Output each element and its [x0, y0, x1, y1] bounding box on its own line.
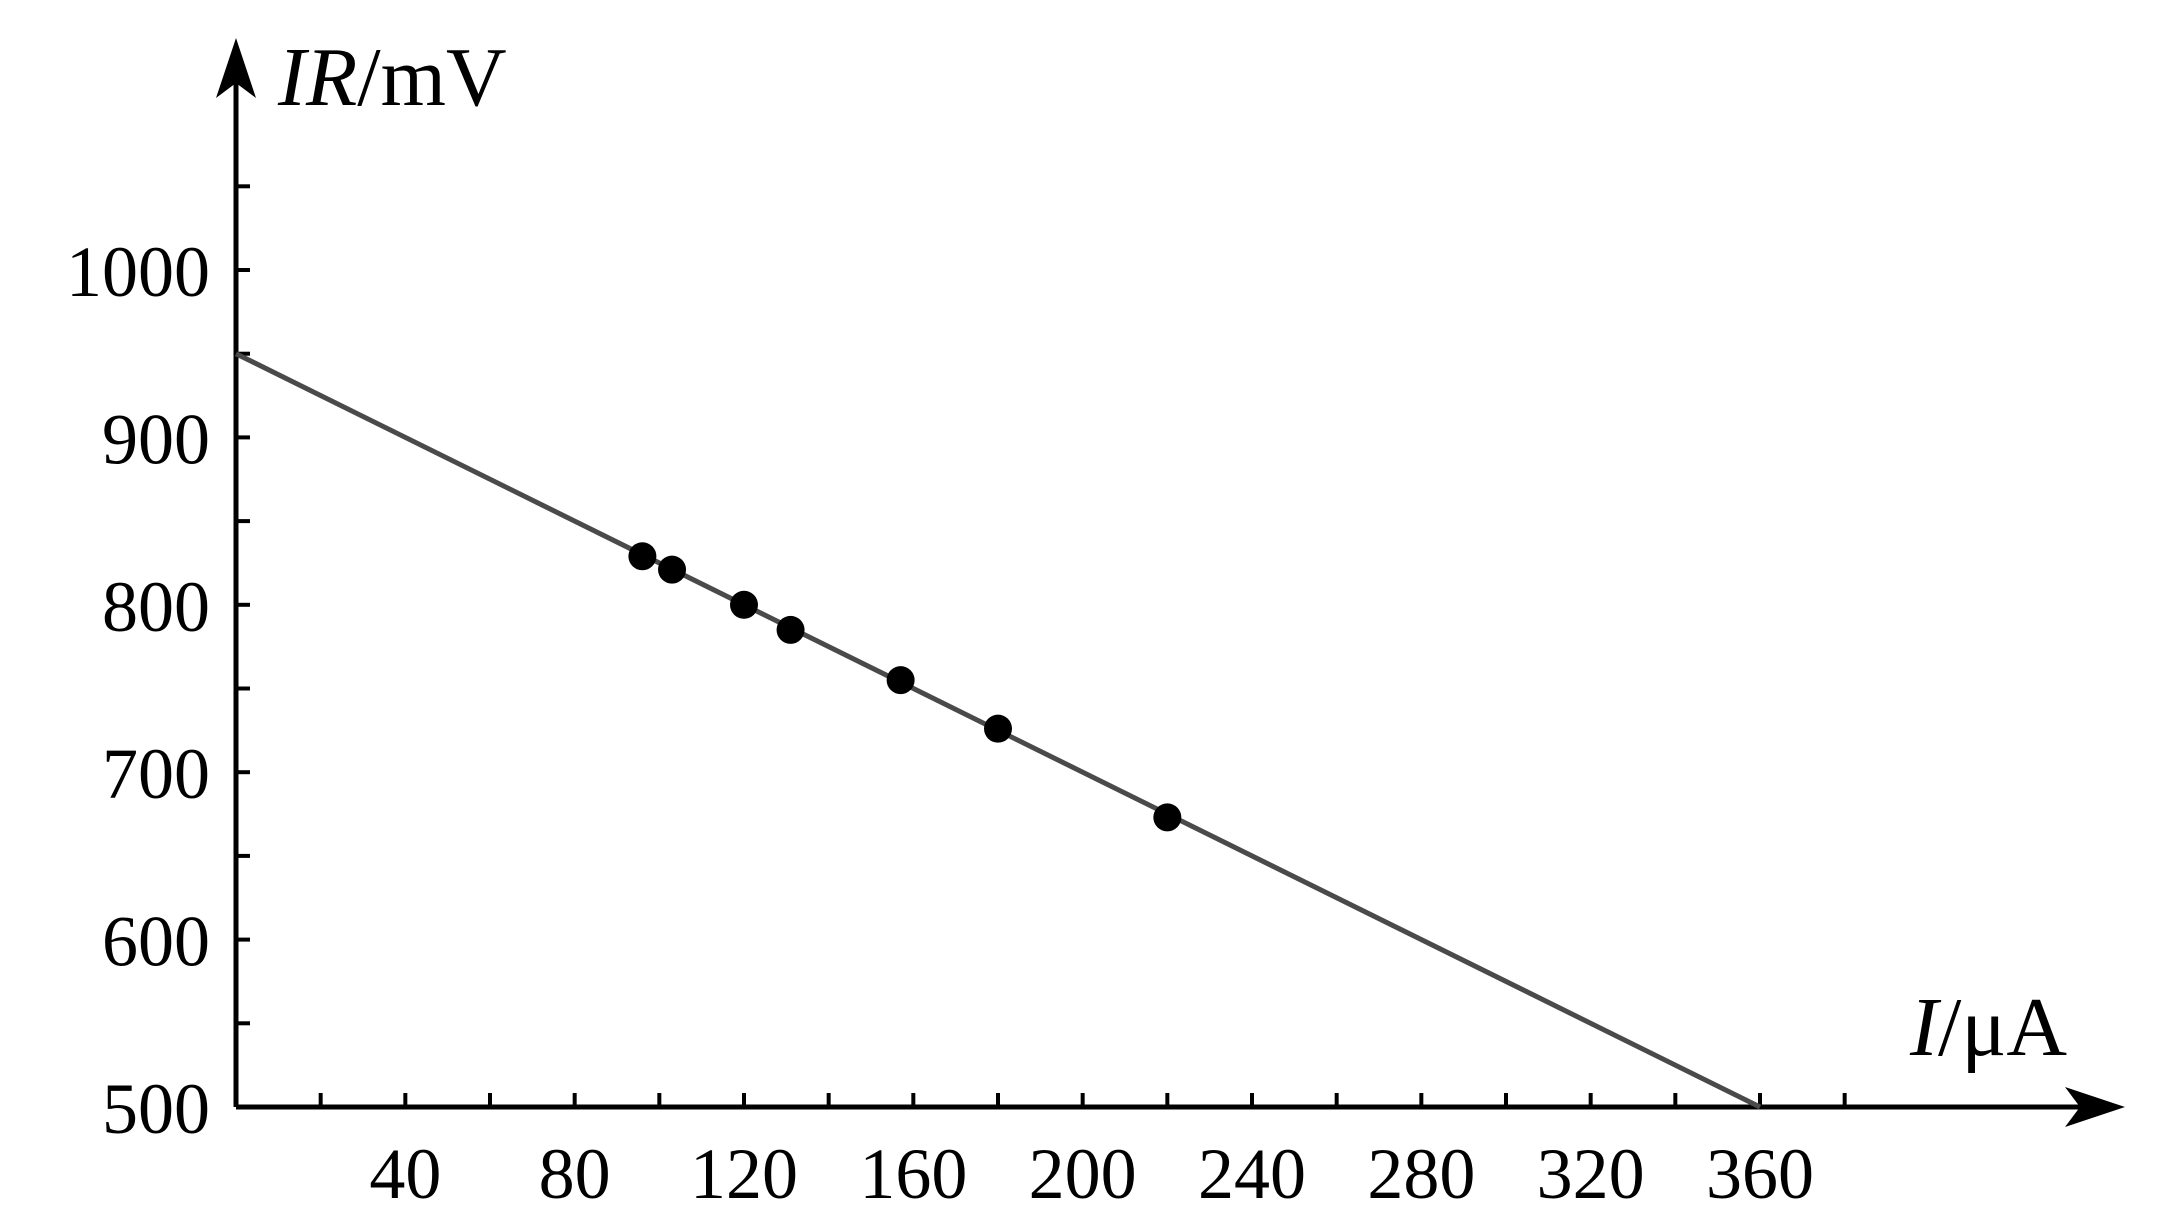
data-points: [628, 542, 1182, 832]
x-axis-arrow-icon: [2065, 1087, 2125, 1127]
x-tick-label: 40: [369, 1134, 441, 1214]
y-tick-label: 500: [102, 1069, 210, 1149]
x-tick-label: 360: [1706, 1134, 1814, 1214]
x-tick-label: 280: [1367, 1134, 1475, 1214]
x-tick-label: 160: [859, 1134, 967, 1214]
y-axis-label: IR/mV: [277, 31, 507, 124]
x-tick-label: 240: [1198, 1134, 1306, 1214]
data-point: [658, 555, 687, 584]
y-axis-arrow-icon: [216, 38, 256, 98]
data-point: [776, 615, 805, 644]
y-tick-label: 800: [102, 567, 210, 647]
y-tick-label: 700: [102, 734, 210, 814]
data-point: [628, 542, 657, 571]
x-tick-label: 80: [539, 1134, 611, 1214]
y-tick-label: 900: [102, 399, 210, 479]
x-tick-group: 40 80 120 160 200 240 280 320 360: [318, 1093, 1847, 1214]
data-point: [886, 666, 915, 695]
y-tick-group: 500 600 700 800 900 1000: [66, 184, 250, 1149]
y-tick-label: 1000: [66, 232, 210, 312]
y-axis-label-var: IR: [277, 31, 357, 124]
x-tick-label: 120: [690, 1134, 798, 1214]
x-tick-label: 200: [1029, 1134, 1137, 1214]
x-tick-label: 320: [1537, 1134, 1645, 1214]
y-axis-label-unit: /mV: [357, 31, 506, 124]
y-tick-label: 600: [102, 902, 210, 982]
x-axis-label: I/μA: [1909, 981, 2067, 1074]
x-axis-label-unit: /μA: [1938, 981, 2067, 1074]
x-axis-label-var: I: [1909, 981, 1942, 1074]
data-point: [1153, 803, 1182, 832]
data-point: [730, 590, 758, 619]
data-point: [984, 714, 1012, 743]
